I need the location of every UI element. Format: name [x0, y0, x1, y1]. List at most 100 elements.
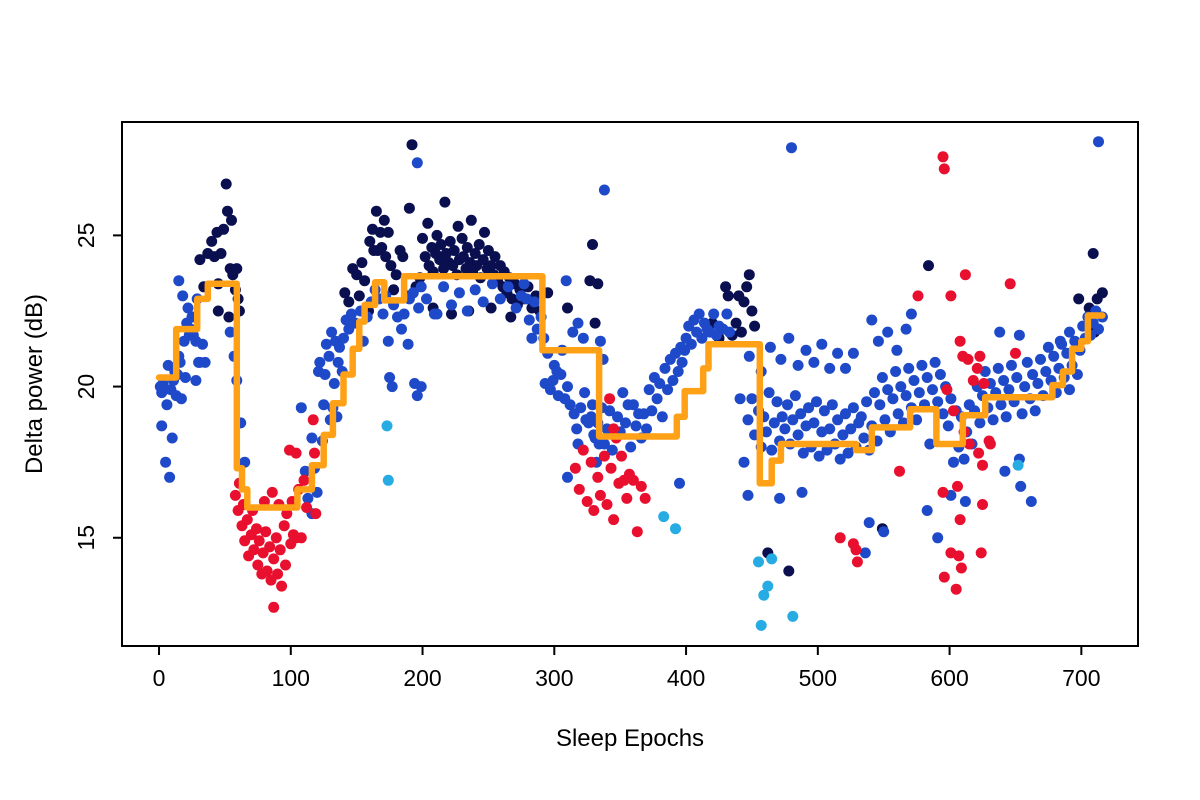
stage-light-point	[1013, 329, 1025, 341]
stage-deep-point	[505, 311, 517, 323]
stage-rem-point	[912, 290, 924, 302]
stage-light-point	[927, 384, 938, 396]
stage-light-point	[992, 362, 1004, 374]
stage-light-point	[742, 414, 754, 426]
stage-deep-point	[783, 565, 795, 577]
stage-deep-point	[452, 220, 464, 232]
stage-light-point	[998, 375, 1010, 386]
stage-light-point	[659, 362, 671, 374]
y-axis-label: Delta power (dB)	[21, 294, 48, 474]
stage-light-point	[921, 372, 933, 383]
stage-light-point	[876, 372, 888, 383]
stage-deep-point	[589, 317, 601, 329]
stage-wake-point	[381, 420, 393, 432]
stage-light-point	[746, 393, 758, 405]
stage-light-point	[742, 489, 754, 501]
stage-rem-point	[280, 559, 291, 571]
stage-light-point	[866, 314, 878, 326]
stage-light-point	[306, 432, 318, 444]
stage-light-point	[776, 411, 788, 423]
stage-deep-point	[385, 260, 397, 272]
stage-rem-point	[251, 523, 262, 535]
stage-deep-point	[562, 302, 573, 314]
stage-rem-point	[592, 471, 604, 483]
stage-light-point	[891, 344, 903, 356]
stage-light-point	[903, 362, 915, 374]
stage-rem-point	[569, 462, 581, 474]
stage-rem-point	[604, 393, 616, 405]
stage-deep-point	[351, 269, 363, 281]
stage-light-point	[774, 492, 786, 504]
plot-content: 0 100 200 300 400 500 600 700 15 20 25	[73, 121, 1139, 691]
stage-deep-point	[730, 317, 742, 329]
stage-light-point	[604, 405, 616, 417]
stage-light-point	[446, 299, 457, 311]
stage-deep-point	[220, 178, 232, 190]
stage-light-point	[869, 387, 880, 399]
stage-rem-point	[253, 535, 265, 547]
stage-light-point	[1032, 378, 1044, 389]
stage-light-point	[787, 414, 799, 426]
x-tick-label: 600	[930, 665, 968, 691]
stage-light-point	[323, 350, 335, 362]
stage-light-point	[1064, 326, 1075, 338]
stage-rem-point	[952, 480, 963, 492]
x-tick-label: 700	[1062, 665, 1100, 691]
stage-rem-point	[978, 378, 990, 389]
stage-deep-point	[422, 217, 434, 229]
stage-wake-point	[758, 589, 770, 601]
stage-rem-point	[608, 514, 620, 526]
stage-rem-point	[281, 508, 293, 520]
stage-light-point	[863, 517, 875, 529]
stage-deep-point	[735, 326, 747, 338]
stage-light-point	[696, 332, 708, 344]
stage-wake-point	[755, 619, 767, 631]
stage-deep-point	[390, 269, 402, 281]
stage-light-point	[560, 275, 572, 287]
stage-light-point	[494, 293, 506, 305]
stage-wake-point	[658, 511, 670, 523]
stage-light-point	[861, 396, 873, 408]
stage-light-point	[562, 471, 573, 483]
stage-light-point	[438, 281, 450, 293]
stage-light-point	[775, 353, 787, 365]
stage-rem-point	[261, 565, 273, 577]
stage-deep-point	[738, 296, 750, 308]
stage-light-point	[771, 396, 783, 408]
stage-rem-point	[1004, 278, 1016, 290]
stage-light-point	[197, 338, 208, 350]
stage-rem-point	[268, 553, 280, 565]
stage-light-point	[890, 366, 902, 377]
stage-deep-point	[749, 320, 761, 332]
stage-light-point	[879, 414, 891, 426]
stage-light-point	[859, 547, 871, 559]
stage-light-point	[999, 465, 1011, 477]
stage-light-point	[295, 402, 307, 414]
stage-light-point	[895, 381, 907, 393]
stage-rem-point	[850, 544, 862, 556]
stage-deep-point	[206, 235, 218, 247]
stage-light-point	[486, 278, 498, 290]
stage-light-point	[332, 356, 344, 368]
stage-light-point	[571, 423, 583, 435]
x-axis-label: Sleep Epochs	[556, 725, 704, 752]
stage-deep-point	[397, 251, 409, 263]
stage-rem-point	[950, 583, 962, 595]
stage-light-point	[314, 356, 326, 368]
stage-light-point	[453, 287, 465, 299]
stage-light-point	[518, 278, 530, 290]
stage-rem-point	[272, 568, 284, 580]
stage-light-point	[958, 453, 970, 465]
stage-deep-point	[218, 223, 230, 235]
stage-light-point	[177, 290, 189, 302]
stage-rem-point	[270, 532, 282, 544]
stage-deep-point	[479, 226, 490, 238]
stage-rem-point	[963, 438, 975, 450]
stage-light-point	[792, 429, 804, 441]
stage-light-point	[164, 471, 176, 483]
stage-wake-point	[382, 474, 394, 486]
stage-light-point	[402, 338, 414, 350]
stage-rem-point	[621, 492, 633, 504]
stage-rem-point	[967, 375, 979, 386]
stage-light-point	[654, 378, 666, 389]
